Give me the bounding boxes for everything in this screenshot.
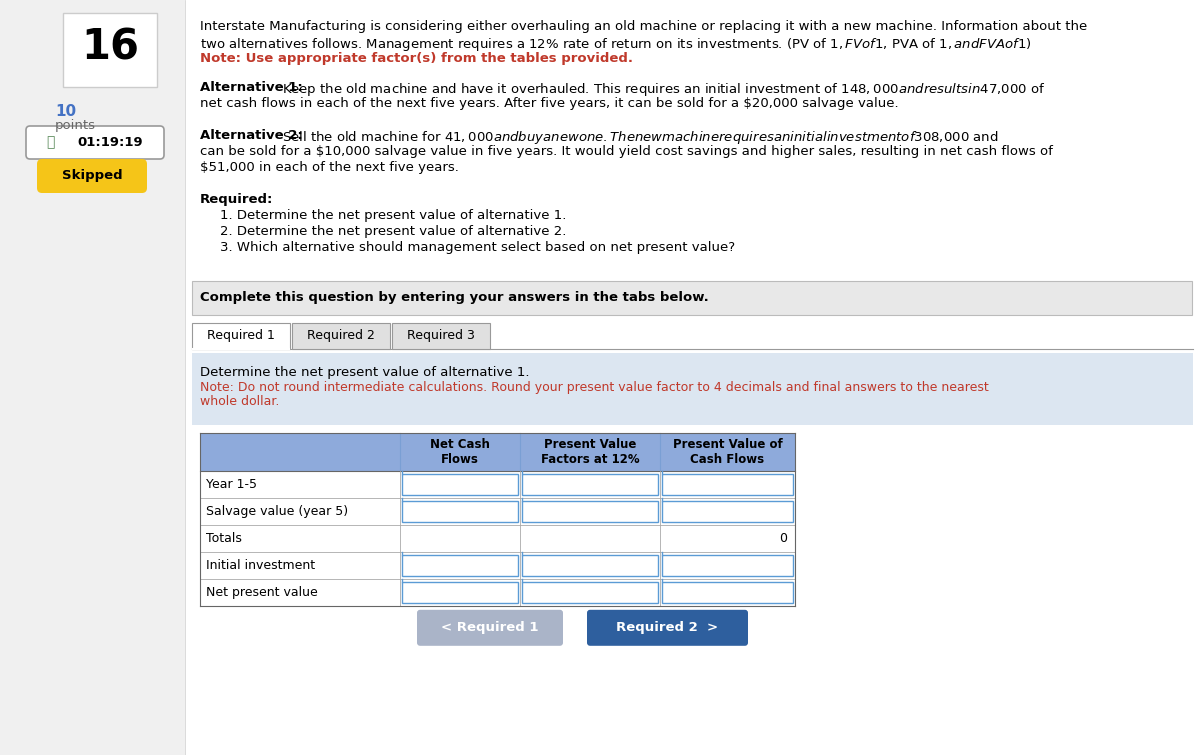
Text: Skipped: Skipped [61, 170, 122, 183]
Text: ⌛: ⌛ [46, 135, 54, 149]
Bar [200, 525, 796, 552]
Text: Complete this question by entering your answers in the tabs below.: Complete this question by entering your … [200, 291, 709, 304]
Text: 0: 0 [779, 532, 787, 545]
Text: Note: Use appropriate factor(s) from the tables provided.: Note: Use appropriate factor(s) from the… [200, 52, 634, 65]
FancyBboxPatch shape [26, 126, 164, 159]
Text: Interstate Manufacturing is considering either overhauling an old machine or rep: Interstate Manufacturing is considering … [200, 20, 1087, 33]
Bar [402, 555, 518, 576]
Bar [662, 582, 793, 602]
FancyBboxPatch shape [37, 159, 148, 193]
Text: 3. Which alternative should management select based on net present value?: 3. Which alternative should management s… [220, 241, 736, 254]
Text: Determine the net present value of alternative 1.: Determine the net present value of alter… [200, 366, 529, 379]
Text: 16: 16 [82, 27, 139, 69]
Bar [185, 0, 1200, 755]
Bar [200, 579, 796, 606]
Text: Net Cash
Flows: Net Cash Flows [430, 438, 490, 466]
Bar [522, 555, 658, 576]
Bar [522, 582, 658, 602]
Bar [402, 501, 518, 522]
Bar [200, 552, 796, 579]
Text: Required 2: Required 2 [307, 329, 374, 342]
Text: Required 3: Required 3 [407, 329, 475, 342]
Text: two alternatives follows. Management requires a 12% rate of return on its invest: two alternatives follows. Management req… [200, 36, 1032, 53]
Text: $51,000 in each of the next five years.: $51,000 in each of the next five years. [200, 161, 458, 174]
Text: Year 1-5: Year 1-5 [206, 478, 257, 491]
Text: net cash flows in each of the next five years. After five years, it can be sold : net cash flows in each of the next five … [200, 97, 899, 109]
Text: Totals: Totals [206, 532, 242, 545]
FancyBboxPatch shape [64, 13, 157, 87]
Text: 10: 10 [55, 104, 76, 119]
Bar [200, 433, 796, 471]
Text: 2. Determine the net present value of alternative 2.: 2. Determine the net present value of al… [220, 225, 566, 238]
Bar [662, 474, 793, 495]
Text: Required:: Required: [200, 193, 274, 206]
Bar [402, 582, 518, 602]
Text: Keep the old machine and have it overhauled. This requires an initial investment: Keep the old machine and have it overhau… [282, 81, 1045, 98]
Bar [192, 353, 1193, 425]
Text: 1. Determine the net present value of alternative 1.: 1. Determine the net present value of al… [220, 209, 566, 222]
Text: < Required 1: < Required 1 [442, 621, 539, 634]
Bar [192, 281, 1192, 315]
Text: Note: Do not round intermediate calculations. Round your present value factor to: Note: Do not round intermediate calculat… [200, 381, 989, 394]
Bar [0, 0, 185, 755]
Text: Alternative 1:: Alternative 1: [200, 81, 302, 94]
Text: whole dollar.: whole dollar. [200, 395, 280, 408]
Text: 01:19:19: 01:19:19 [77, 135, 143, 149]
Bar [662, 555, 793, 576]
Text: Present Value
Factors at 12%: Present Value Factors at 12% [541, 438, 640, 466]
Bar [292, 323, 390, 349]
Text: Present Value of
Cash Flows: Present Value of Cash Flows [673, 438, 782, 466]
Bar [662, 501, 793, 522]
Bar [402, 474, 518, 495]
Text: Required 1: Required 1 [208, 329, 275, 342]
FancyBboxPatch shape [587, 610, 748, 646]
Text: Sell the old machine for $41,000 and buy a new one. The new machine requires an : Sell the old machine for $41,000 and buy… [282, 129, 998, 146]
Bar [200, 498, 796, 525]
Bar [192, 323, 290, 349]
Bar [392, 323, 490, 349]
Text: points: points [55, 119, 96, 132]
Text: Alternative 2:: Alternative 2: [200, 129, 302, 142]
Text: Net present value: Net present value [206, 586, 318, 599]
Text: can be sold for a $10,000 salvage value in five years. It would yield cost savin: can be sold for a $10,000 salvage value … [200, 145, 1052, 158]
Text: Required 2  >: Required 2 > [617, 621, 719, 634]
Bar [522, 474, 658, 495]
Bar [200, 471, 796, 498]
FancyBboxPatch shape [418, 610, 563, 646]
Text: Salvage value (year 5): Salvage value (year 5) [206, 505, 348, 518]
Text: Initial investment: Initial investment [206, 559, 316, 572]
Bar [522, 501, 658, 522]
